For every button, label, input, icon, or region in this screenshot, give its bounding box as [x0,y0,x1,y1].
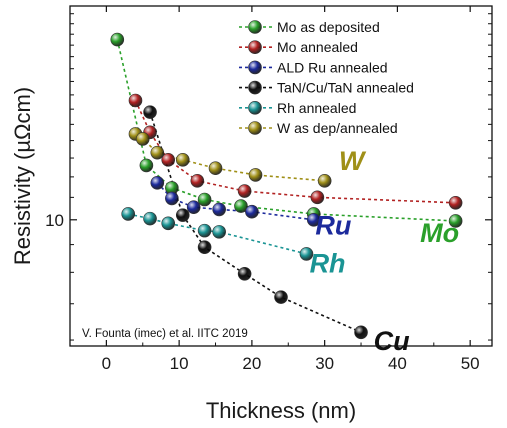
data-point-w-as-dep-annealed [317,174,332,188]
y-axis-title: Resistivity (µΩcm) [10,87,35,265]
series-line-mo-annealed [134,100,456,204]
legend-marker-mo-annealed [248,40,262,55]
data-point-mo-annealed [128,93,143,108]
legend-label-mo-annealed: Mo annealed [277,39,358,55]
legend-label-tan-cu-tan-annealed: TaN/Cu/TaN annealed [277,80,414,96]
data-point-rh-annealed [212,225,226,239]
credit-text: V. Founta (imec) et al. IITC 2019 [82,328,248,340]
data-point-mo-annealed [310,190,325,205]
legend-marker-rh-annealed [248,101,262,115]
x-tick-label: 40 [388,354,407,373]
data-point-mo-annealed [237,184,252,198]
plot-frame [69,5,493,347]
legend-label-ald-ru-annealed: ALD Ru annealed [277,59,388,75]
annotation-cu: Cu [374,326,410,356]
data-point-mo-as-deposited [197,192,212,207]
data-point-mo-as-deposited [234,199,248,213]
legend-label-mo-as-deposited: Mo as deposited [277,19,380,35]
data-point-ald-ru-annealed [186,200,201,214]
data-point-tan-cu-tan-annealed [175,208,190,222]
data-point-mo-annealed [190,174,205,188]
data-point-rh-annealed [121,207,136,221]
data-point-rh-annealed [299,247,314,261]
data-point-ald-ru-annealed [165,191,179,206]
x-tick-label: 0 [102,354,111,373]
data-point-w-as-dep-annealed [150,145,165,160]
x-tick-label: 10 [170,354,189,373]
legend: Mo as deposited Mo annealed ALD Ru anneale… [239,19,414,136]
data-point-ald-ru-annealed [306,212,321,227]
data-point-w-as-dep-annealed [208,161,223,176]
data-point-tan-cu-tan-annealed [354,325,368,340]
data-point-rh-annealed [161,216,176,231]
legend-label-w-as-dep-annealed: W as dep/annealed [277,120,398,136]
data-point-mo-as-deposited [110,32,125,47]
data-point-w-as-dep-annealed [248,168,263,182]
legend-label-rh-annealed: Rh annealed [277,100,356,116]
x-tick-label: 20 [242,354,261,373]
data-point-mo-as-deposited [139,158,154,173]
data-point-mo-annealed [448,195,463,210]
annotation-w: W [339,146,367,176]
legend-marker-w-as-dep-annealed [248,121,262,135]
x-axis-title: Thickness (nm) [206,398,356,423]
legend-marker-tan-cu-tan-annealed [248,80,262,95]
y-tick-label: 10 [45,211,64,230]
data-point-tan-cu-tan-annealed [197,240,212,255]
annotation-rh: Rh [310,248,346,278]
data-point-tan-cu-tan-annealed [274,290,288,304]
legend-marker-ald-ru-annealed [248,60,262,75]
x-tick-label: 50 [461,354,480,373]
data-point-rh-annealed [197,223,212,238]
data-point-tan-cu-tan-annealed [237,266,252,281]
data-point-ald-ru-annealed [245,204,259,219]
x-tick-label: 30 [315,354,334,373]
legend-marker-mo-as-deposited [248,20,262,34]
annotation-ru: Ru [315,210,351,240]
data-point-w-as-dep-annealed [135,132,150,146]
data-point-mo-as-deposited [448,214,463,228]
data-point-tan-cu-tan-annealed [143,105,157,119]
data-point-ald-ru-annealed [150,176,165,190]
data-point-ald-ru-annealed [212,202,226,217]
annotation-mo: Mo [420,218,459,248]
data-point-mo-annealed [161,153,176,167]
data-point-rh-annealed [143,211,157,226]
data-point-w-as-dep-annealed [175,153,190,167]
